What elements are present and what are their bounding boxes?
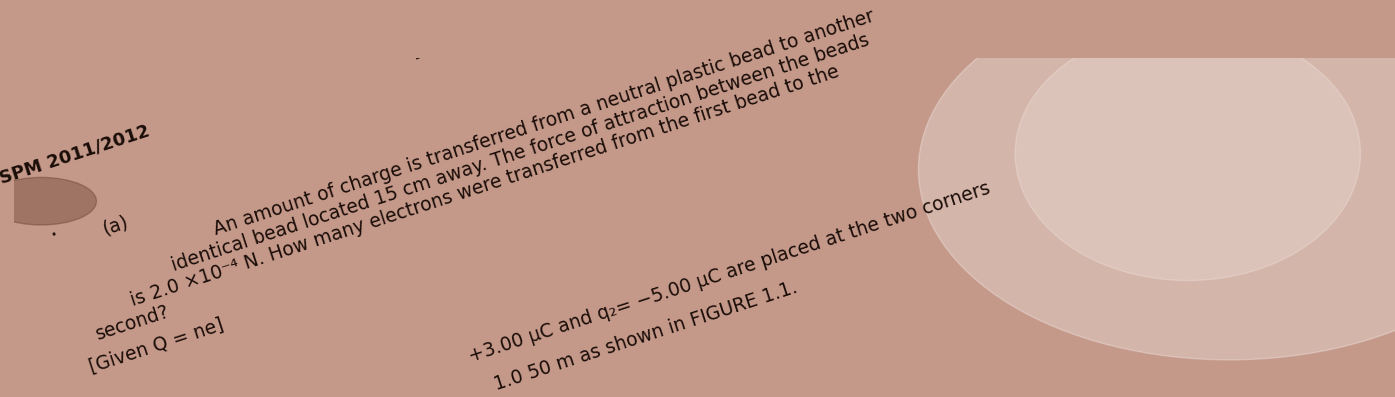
Text: is 2.0 ×10⁻⁴ N. How many electrons were transferred from the first bead to the: is 2.0 ×10⁻⁴ N. How many electrons were … xyxy=(128,62,841,310)
Text: TOPIC 1: TOPIC 1 xyxy=(407,20,495,64)
Text: SPM 2011/2012: SPM 2011/2012 xyxy=(0,122,152,187)
Text: An amount of charge is transferred from a neutral plastic bead to another: An amount of charge is transferred from … xyxy=(211,6,876,239)
Ellipse shape xyxy=(0,177,96,225)
Text: .: . xyxy=(45,216,60,241)
Ellipse shape xyxy=(918,0,1395,360)
Text: [Given Q = ne]: [Given Q = ne] xyxy=(86,315,226,377)
Text: 1.0 50 m as shown in FIGURE 1.1.: 1.0 50 m as shown in FIGURE 1.1. xyxy=(480,278,799,397)
Text: second?: second? xyxy=(93,302,173,343)
Text: (a): (a) xyxy=(100,213,131,239)
Text: +3.00 μC and q₂= −5.00 μC are placed at the two corners: +3.00 μC and q₂= −5.00 μC are placed at … xyxy=(466,179,993,366)
Ellipse shape xyxy=(1016,27,1360,281)
Text: identical bead located 15 cm away. The force of attraction between the beads: identical bead located 15 cm away. The f… xyxy=(170,31,872,275)
